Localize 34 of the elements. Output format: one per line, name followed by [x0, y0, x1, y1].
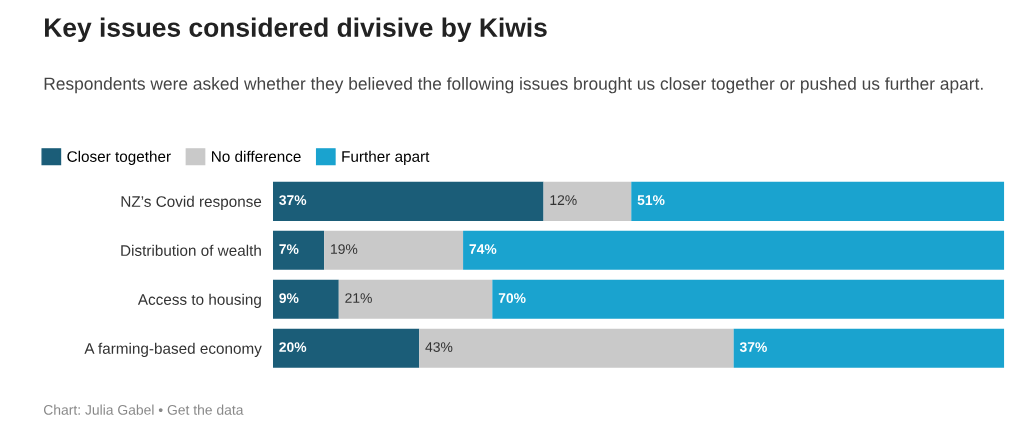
bar [324, 230, 464, 270]
bar [419, 328, 734, 368]
bar [272, 230, 325, 270]
data-label: 37% [279, 195, 307, 206]
chart-subtitle: Respondents were asked whether they believed the following issues brought us closer together or pushed us further apart. [44, 77, 983, 94]
bar [272, 279, 339, 319]
bar [492, 279, 1005, 319]
data-label: 21% [345, 293, 372, 303]
text: Chart: Julia Gabel • Get the data [43, 404, 244, 415]
legend-label: Closer together [67, 150, 171, 165]
data-label: 19% [331, 244, 358, 254]
chart-title: Key issues considered divisive by Kiwis [45, 17, 547, 43]
data-label: 51% [637, 195, 665, 206]
y-tick-label: NZ’s Covid response [121, 195, 262, 210]
bar [733, 328, 1005, 368]
data-label: 20% [279, 342, 307, 352]
y-tick-label: Access to housing [137, 293, 261, 308]
legend-label: No difference [212, 150, 301, 162]
bar [272, 181, 544, 221]
y-tick-label: Distribution of wealth [121, 244, 261, 256]
data-label: 37% [739, 342, 767, 352]
y-tick-label: A farming-based economy [84, 342, 262, 357]
bar [543, 181, 632, 221]
data-label: 70% [498, 293, 526, 303]
legend-label: Further apart [342, 150, 430, 165]
bar [338, 279, 493, 319]
data-label: 12% [550, 195, 577, 205]
bar [272, 328, 420, 368]
bar [631, 181, 1005, 221]
data-label: 7% [279, 244, 299, 254]
bar [463, 230, 1005, 270]
data-label: 9% [279, 293, 299, 303]
data-label: 74% [469, 244, 497, 254]
data-label: 43% [425, 342, 453, 352]
